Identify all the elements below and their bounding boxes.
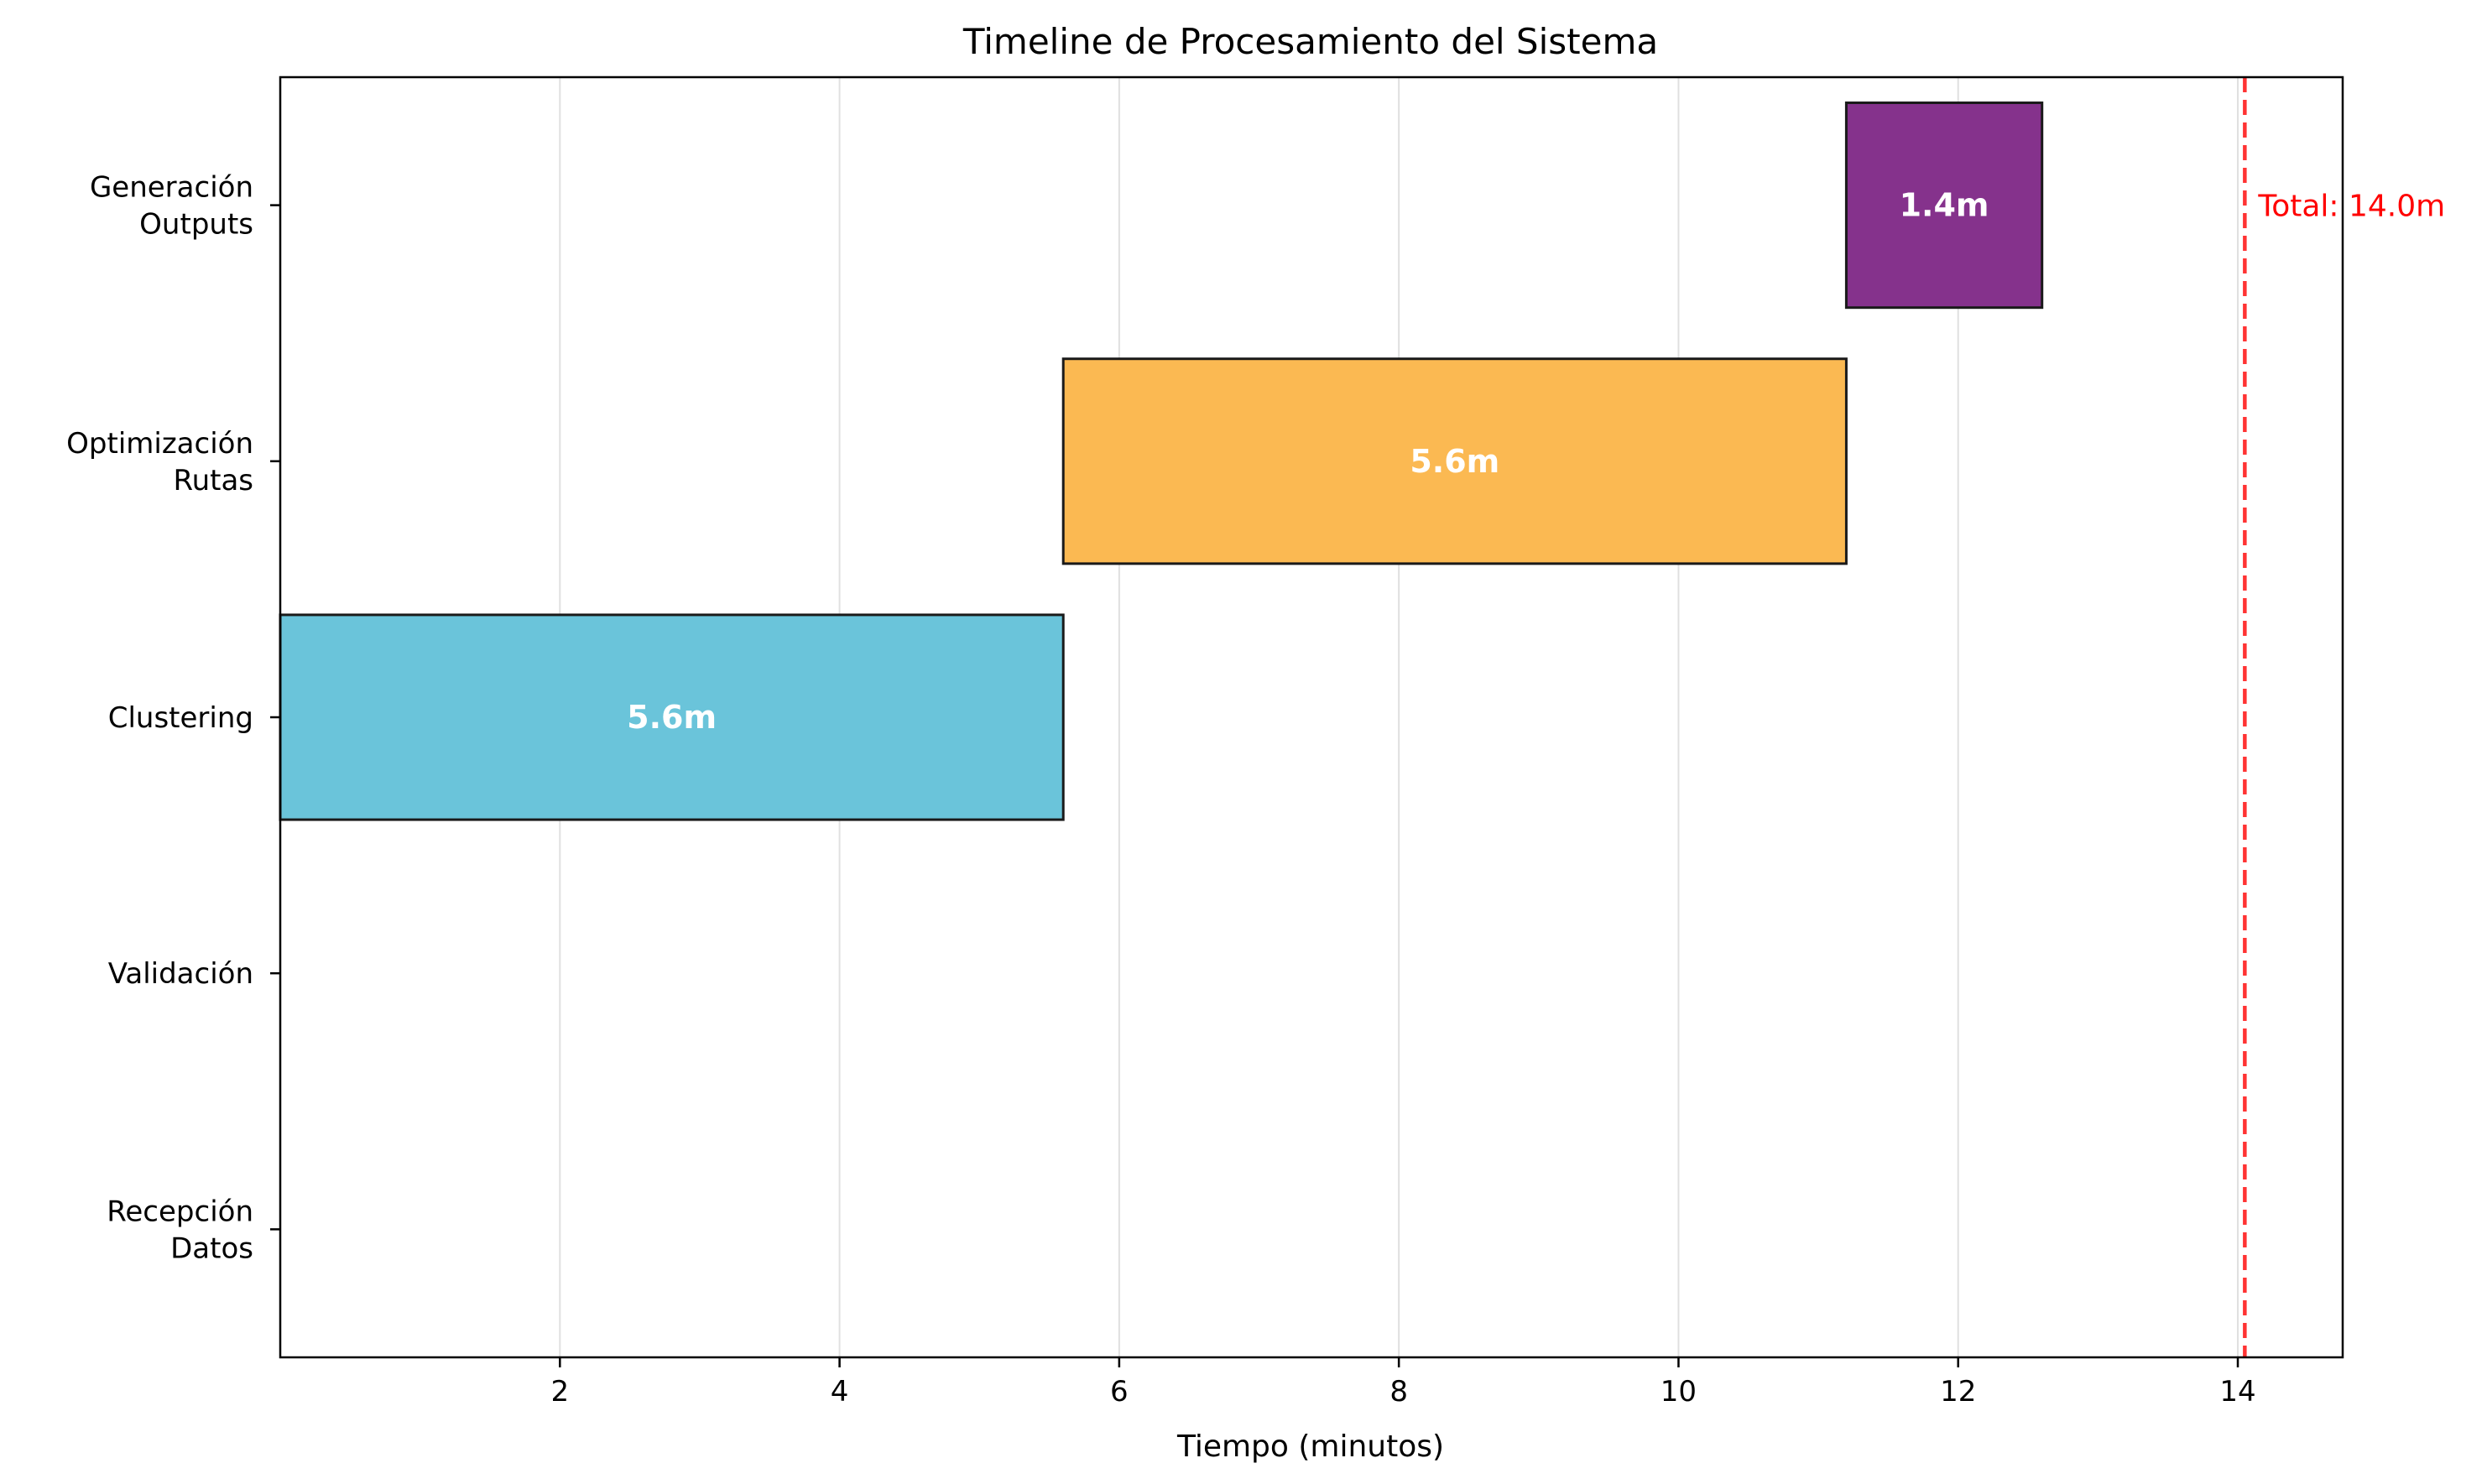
y-tick-label: Recepción Datos bbox=[107, 1195, 253, 1265]
x-tick-label: 14 bbox=[2219, 1375, 2255, 1408]
y-axis-ticks: Recepción Datos Validación Clustering Optimi… bbox=[66, 171, 280, 1265]
y-tick-label: Generación Outputs bbox=[90, 171, 253, 242]
x-tick-label: 4 bbox=[831, 1375, 849, 1408]
x-tick-label: 10 bbox=[1661, 1375, 1697, 1408]
bar-value-label: 1.4m bbox=[1900, 187, 1989, 224]
x-axis-ticks: 2 4 6 8 10 12 14 bbox=[550, 1357, 2256, 1408]
bar bbox=[1844, 102, 2044, 310]
bar-value-label: 5.6m bbox=[1410, 443, 1499, 480]
chart-title: Timeline de Procesamiento del Sistema bbox=[962, 21, 1658, 62]
total-label: Total: 14.0m bbox=[2257, 190, 2445, 224]
y-tick-label: Optimización Rutas bbox=[66, 427, 253, 497]
y-tick-label: Clustering bbox=[108, 701, 253, 735]
x-tick-label: 6 bbox=[1110, 1375, 1129, 1408]
bar bbox=[1061, 357, 1848, 565]
bars: 5.6m 5.6m 1.4m bbox=[279, 102, 2044, 821]
x-tick-label: 8 bbox=[1389, 1375, 1408, 1408]
bar-value-label: 5.6m bbox=[627, 699, 717, 736]
x-tick-label: 2 bbox=[550, 1375, 569, 1408]
x-tick-label: 12 bbox=[1940, 1375, 1976, 1408]
y-tick-label: Validación bbox=[108, 957, 253, 991]
total-marker: Total: 14.0m bbox=[2243, 77, 2445, 1357]
x-axis-label: Tiempo (minutos) bbox=[1176, 1429, 1444, 1464]
